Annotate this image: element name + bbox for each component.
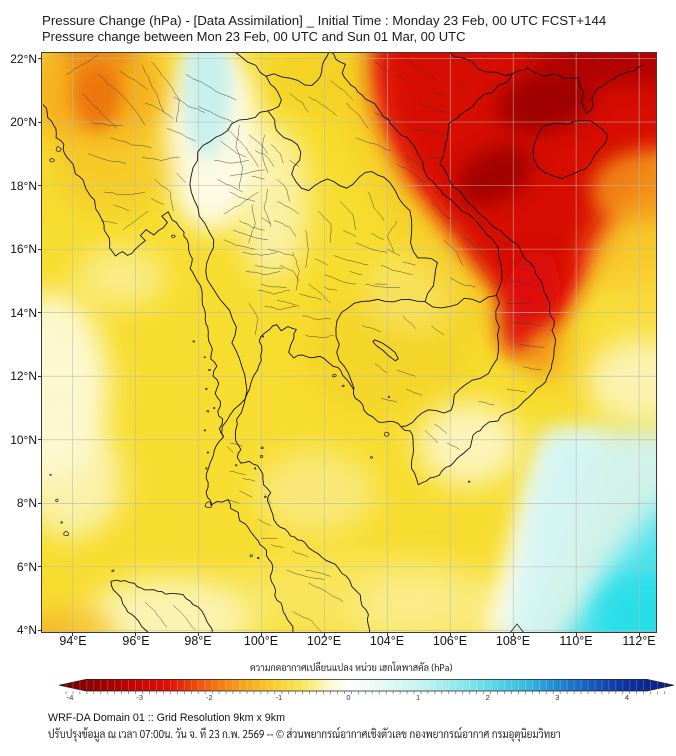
svg-text:-1: -1 bbox=[276, 693, 283, 702]
svg-text:-2: -2 bbox=[206, 693, 213, 702]
svg-text:4: 4 bbox=[625, 693, 629, 702]
svg-text:3: 3 bbox=[555, 693, 559, 702]
svg-text:0: 0 bbox=[346, 693, 350, 702]
svg-text:1: 1 bbox=[416, 693, 420, 702]
svg-text:-4: -4 bbox=[67, 693, 74, 702]
svg-text:2: 2 bbox=[486, 693, 490, 702]
svg-text:-3: -3 bbox=[136, 693, 143, 702]
